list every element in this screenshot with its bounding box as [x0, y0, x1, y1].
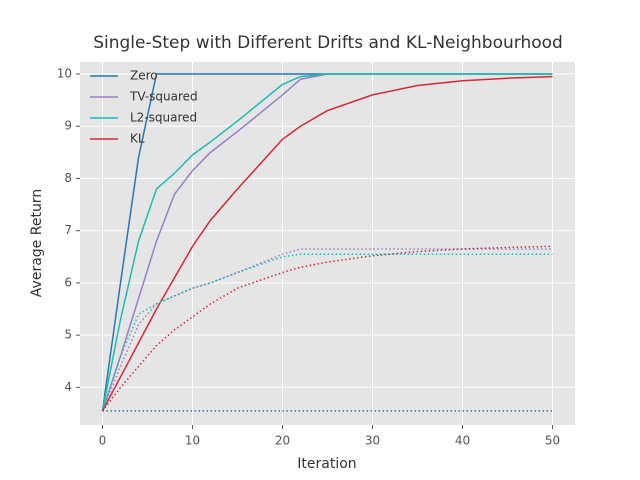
- x-tick-label: 30: [365, 434, 380, 448]
- y-tick-label: 9: [64, 119, 72, 133]
- legend-label: TV-squared: [129, 90, 198, 104]
- y-tick-label: 7: [64, 223, 72, 237]
- legend-label: L2-squared: [130, 111, 197, 125]
- y-tick-label: 4: [64, 380, 72, 394]
- series-line: [101, 73, 553, 412]
- series-line: [101, 245, 553, 412]
- series-line: [101, 248, 553, 412]
- legend-label: KL: [130, 132, 145, 146]
- y-tick-label: 5: [64, 328, 72, 342]
- x-tick-label: 10: [185, 434, 200, 448]
- chart-title: Single-Step with Different Drifts and KL…: [93, 33, 563, 53]
- y-tick-label: 10: [57, 67, 72, 81]
- x-tick-label: 0: [99, 434, 107, 448]
- series-line: [101, 253, 553, 412]
- x-axis-label: Iteration: [297, 456, 356, 472]
- y-tick-label: 8: [64, 171, 72, 185]
- y-tick-label: 6: [64, 275, 72, 289]
- x-tick-label: 20: [275, 434, 290, 448]
- y-axis-label: Average Return: [29, 189, 45, 297]
- plot-area: [80, 62, 575, 425]
- legend-label: Zero: [130, 69, 158, 83]
- x-tick-label: 50: [545, 434, 560, 448]
- series-line: [101, 75, 553, 412]
- x-tick-label: 40: [455, 434, 470, 448]
